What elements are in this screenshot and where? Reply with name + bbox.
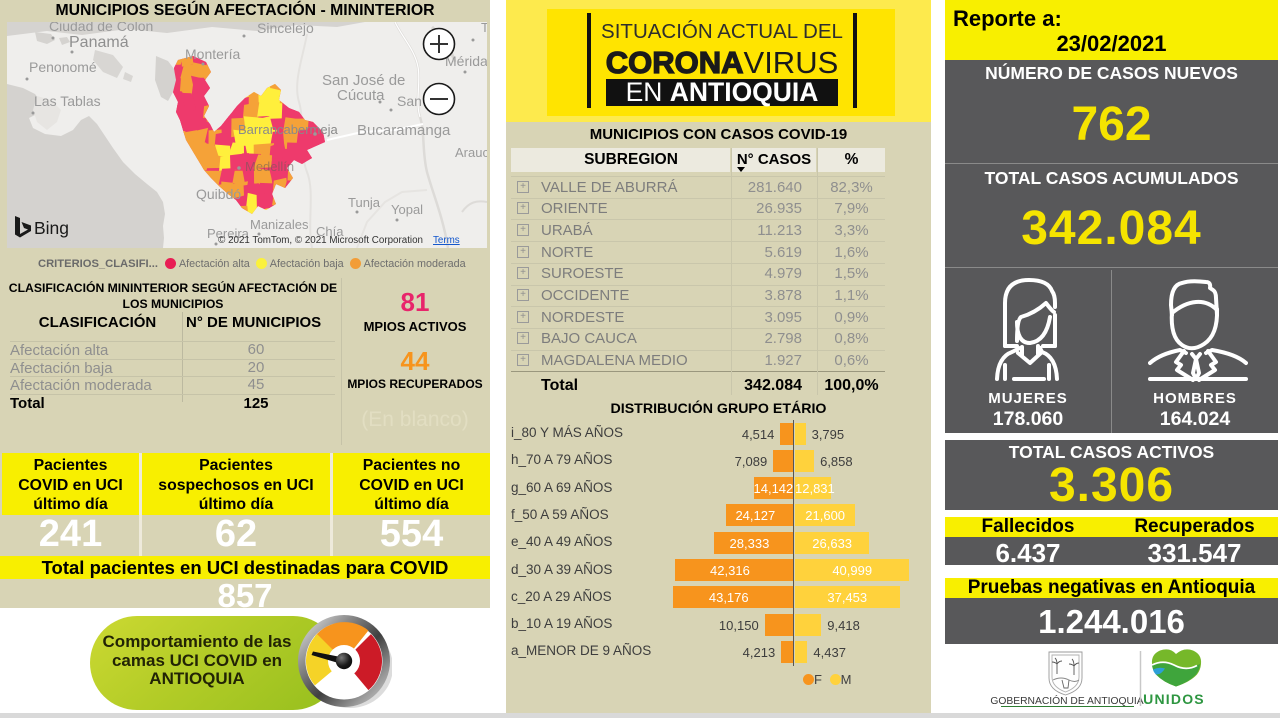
svg-text:Arauca: Arauca [455, 145, 487, 160]
svg-text:Terms: Terms [433, 235, 460, 246]
svg-text:Bing: Bing [34, 218, 69, 238]
svg-text:© 2021 TomTom, © 2021 Microsof: © 2021 TomTom, © 2021 Microsoft Corporat… [218, 235, 423, 246]
svg-text:Pereira: Pereira [207, 226, 250, 241]
svg-text:Las Tablas: Las Tablas [34, 93, 101, 109]
svg-text:Sincelejo: Sincelejo [257, 22, 314, 36]
svg-text:Tunja: Tunja [348, 195, 381, 210]
svg-text:San José de: San José de [322, 72, 405, 89]
svg-text:Mérida: Mérida [445, 53, 487, 69]
svg-text:Manizales: Manizales [250, 217, 309, 232]
svg-text:Bucaramanga: Bucaramanga [357, 122, 451, 139]
svg-text:Chía: Chía [316, 224, 344, 239]
svg-text:Panamá: Panamá [69, 34, 129, 51]
svg-text:Cúcuta: Cúcuta [337, 87, 385, 104]
svg-text:GOBERNACIÓN DE ANTIOQUIA: GOBERNACIÓN DE ANTIOQUIA [990, 694, 1143, 707]
svg-text:Penonomé: Penonomé [29, 59, 97, 75]
svg-text:Yopal: Yopal [391, 202, 423, 217]
svg-text:Medellín: Medellín [245, 159, 294, 174]
svg-text:Ciudad de Colon: Ciudad de Colon [49, 22, 153, 34]
svg-text:Quibdó: Quibdó [196, 186, 241, 202]
svg-text:Montería: Montería [185, 46, 240, 62]
svg-text:UNIDOS: UNIDOS [1143, 691, 1205, 707]
svg-text:Tr: Tr [481, 22, 487, 35]
svg-text:Barrancabermeja: Barrancabermeja [238, 122, 338, 137]
